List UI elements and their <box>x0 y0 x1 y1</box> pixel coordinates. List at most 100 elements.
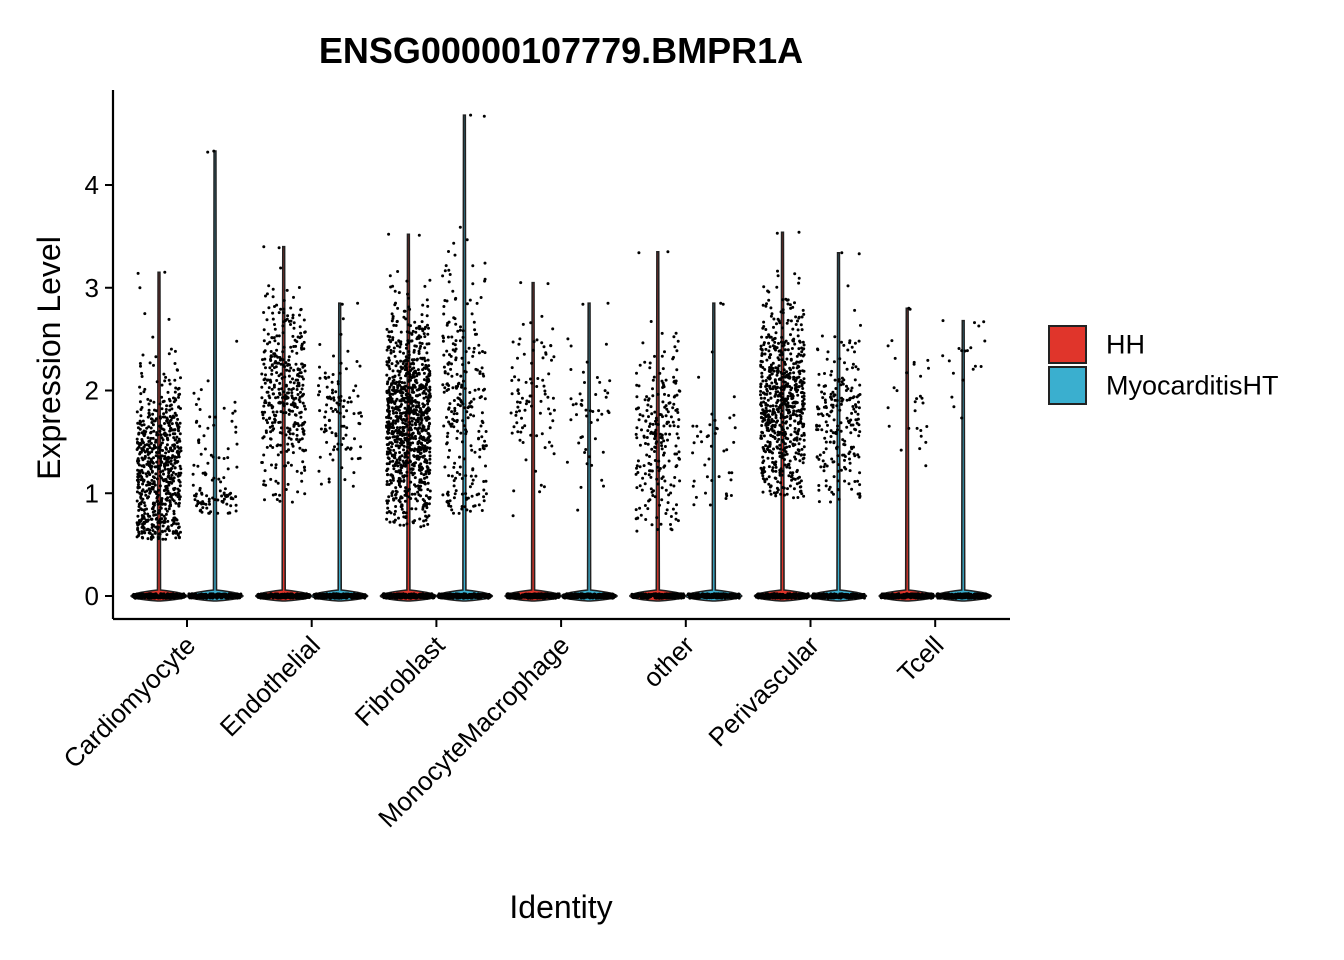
point <box>172 400 176 404</box>
point <box>639 513 643 517</box>
point <box>156 502 160 506</box>
point <box>672 380 676 384</box>
point <box>420 410 423 414</box>
point <box>547 407 551 411</box>
point <box>925 594 929 598</box>
point <box>797 409 801 412</box>
point <box>387 462 391 466</box>
point <box>136 526 140 530</box>
point <box>167 423 171 427</box>
point <box>546 395 550 399</box>
point <box>298 596 302 600</box>
point <box>789 414 793 418</box>
point <box>163 529 167 533</box>
point <box>406 323 410 327</box>
point <box>139 519 143 523</box>
point <box>173 349 177 353</box>
point <box>299 390 302 394</box>
point <box>646 403 650 407</box>
point <box>147 440 151 443</box>
point <box>766 418 770 422</box>
point <box>292 321 296 325</box>
point <box>287 436 291 440</box>
point <box>779 406 783 410</box>
point <box>771 387 775 391</box>
point <box>399 365 403 369</box>
point <box>141 353 145 357</box>
point <box>665 407 669 411</box>
point <box>391 369 395 373</box>
point <box>170 473 174 477</box>
point <box>768 385 772 389</box>
point <box>412 390 416 394</box>
point <box>282 345 286 349</box>
points-HH-Tcell <box>886 306 930 468</box>
point <box>402 351 405 355</box>
point <box>394 419 398 423</box>
point <box>797 442 801 446</box>
point <box>428 461 432 465</box>
point <box>288 432 292 436</box>
point <box>413 434 417 438</box>
point <box>143 387 147 391</box>
point <box>643 472 647 476</box>
point <box>409 400 412 404</box>
point <box>418 469 422 472</box>
point <box>387 377 391 381</box>
point <box>530 404 533 408</box>
point <box>399 388 403 392</box>
point <box>510 366 514 370</box>
point <box>550 358 553 362</box>
point <box>777 410 780 414</box>
point <box>276 395 280 399</box>
point <box>404 414 408 418</box>
point <box>801 457 805 461</box>
point <box>789 405 793 409</box>
point <box>664 488 668 492</box>
point <box>783 360 787 364</box>
point <box>779 416 783 420</box>
point <box>521 441 525 444</box>
point <box>675 464 679 468</box>
point <box>649 405 653 409</box>
point <box>649 487 653 491</box>
point <box>419 472 423 475</box>
point <box>658 413 662 416</box>
point <box>672 335 676 339</box>
point <box>802 353 806 357</box>
point <box>766 440 770 444</box>
point <box>141 482 145 486</box>
point <box>271 317 275 321</box>
point <box>788 303 792 307</box>
point <box>420 594 424 598</box>
point <box>287 596 291 599</box>
point <box>175 441 179 445</box>
point <box>273 339 277 343</box>
point <box>647 425 651 428</box>
point <box>291 432 295 436</box>
point <box>510 392 514 396</box>
point <box>667 394 671 397</box>
point <box>780 593 784 596</box>
point <box>155 433 159 437</box>
point <box>405 436 409 440</box>
point <box>783 384 787 388</box>
point <box>405 438 409 442</box>
point <box>648 469 651 473</box>
point <box>418 594 422 598</box>
point <box>421 402 425 406</box>
point <box>404 346 408 350</box>
point <box>675 393 679 397</box>
point <box>650 412 654 416</box>
point <box>417 233 421 237</box>
point <box>667 401 671 405</box>
point <box>154 417 158 421</box>
point <box>767 465 771 469</box>
point <box>428 468 432 472</box>
point <box>178 421 182 425</box>
point <box>280 376 284 380</box>
point <box>159 448 163 452</box>
point <box>675 503 678 507</box>
point <box>771 456 774 460</box>
point <box>170 456 174 460</box>
